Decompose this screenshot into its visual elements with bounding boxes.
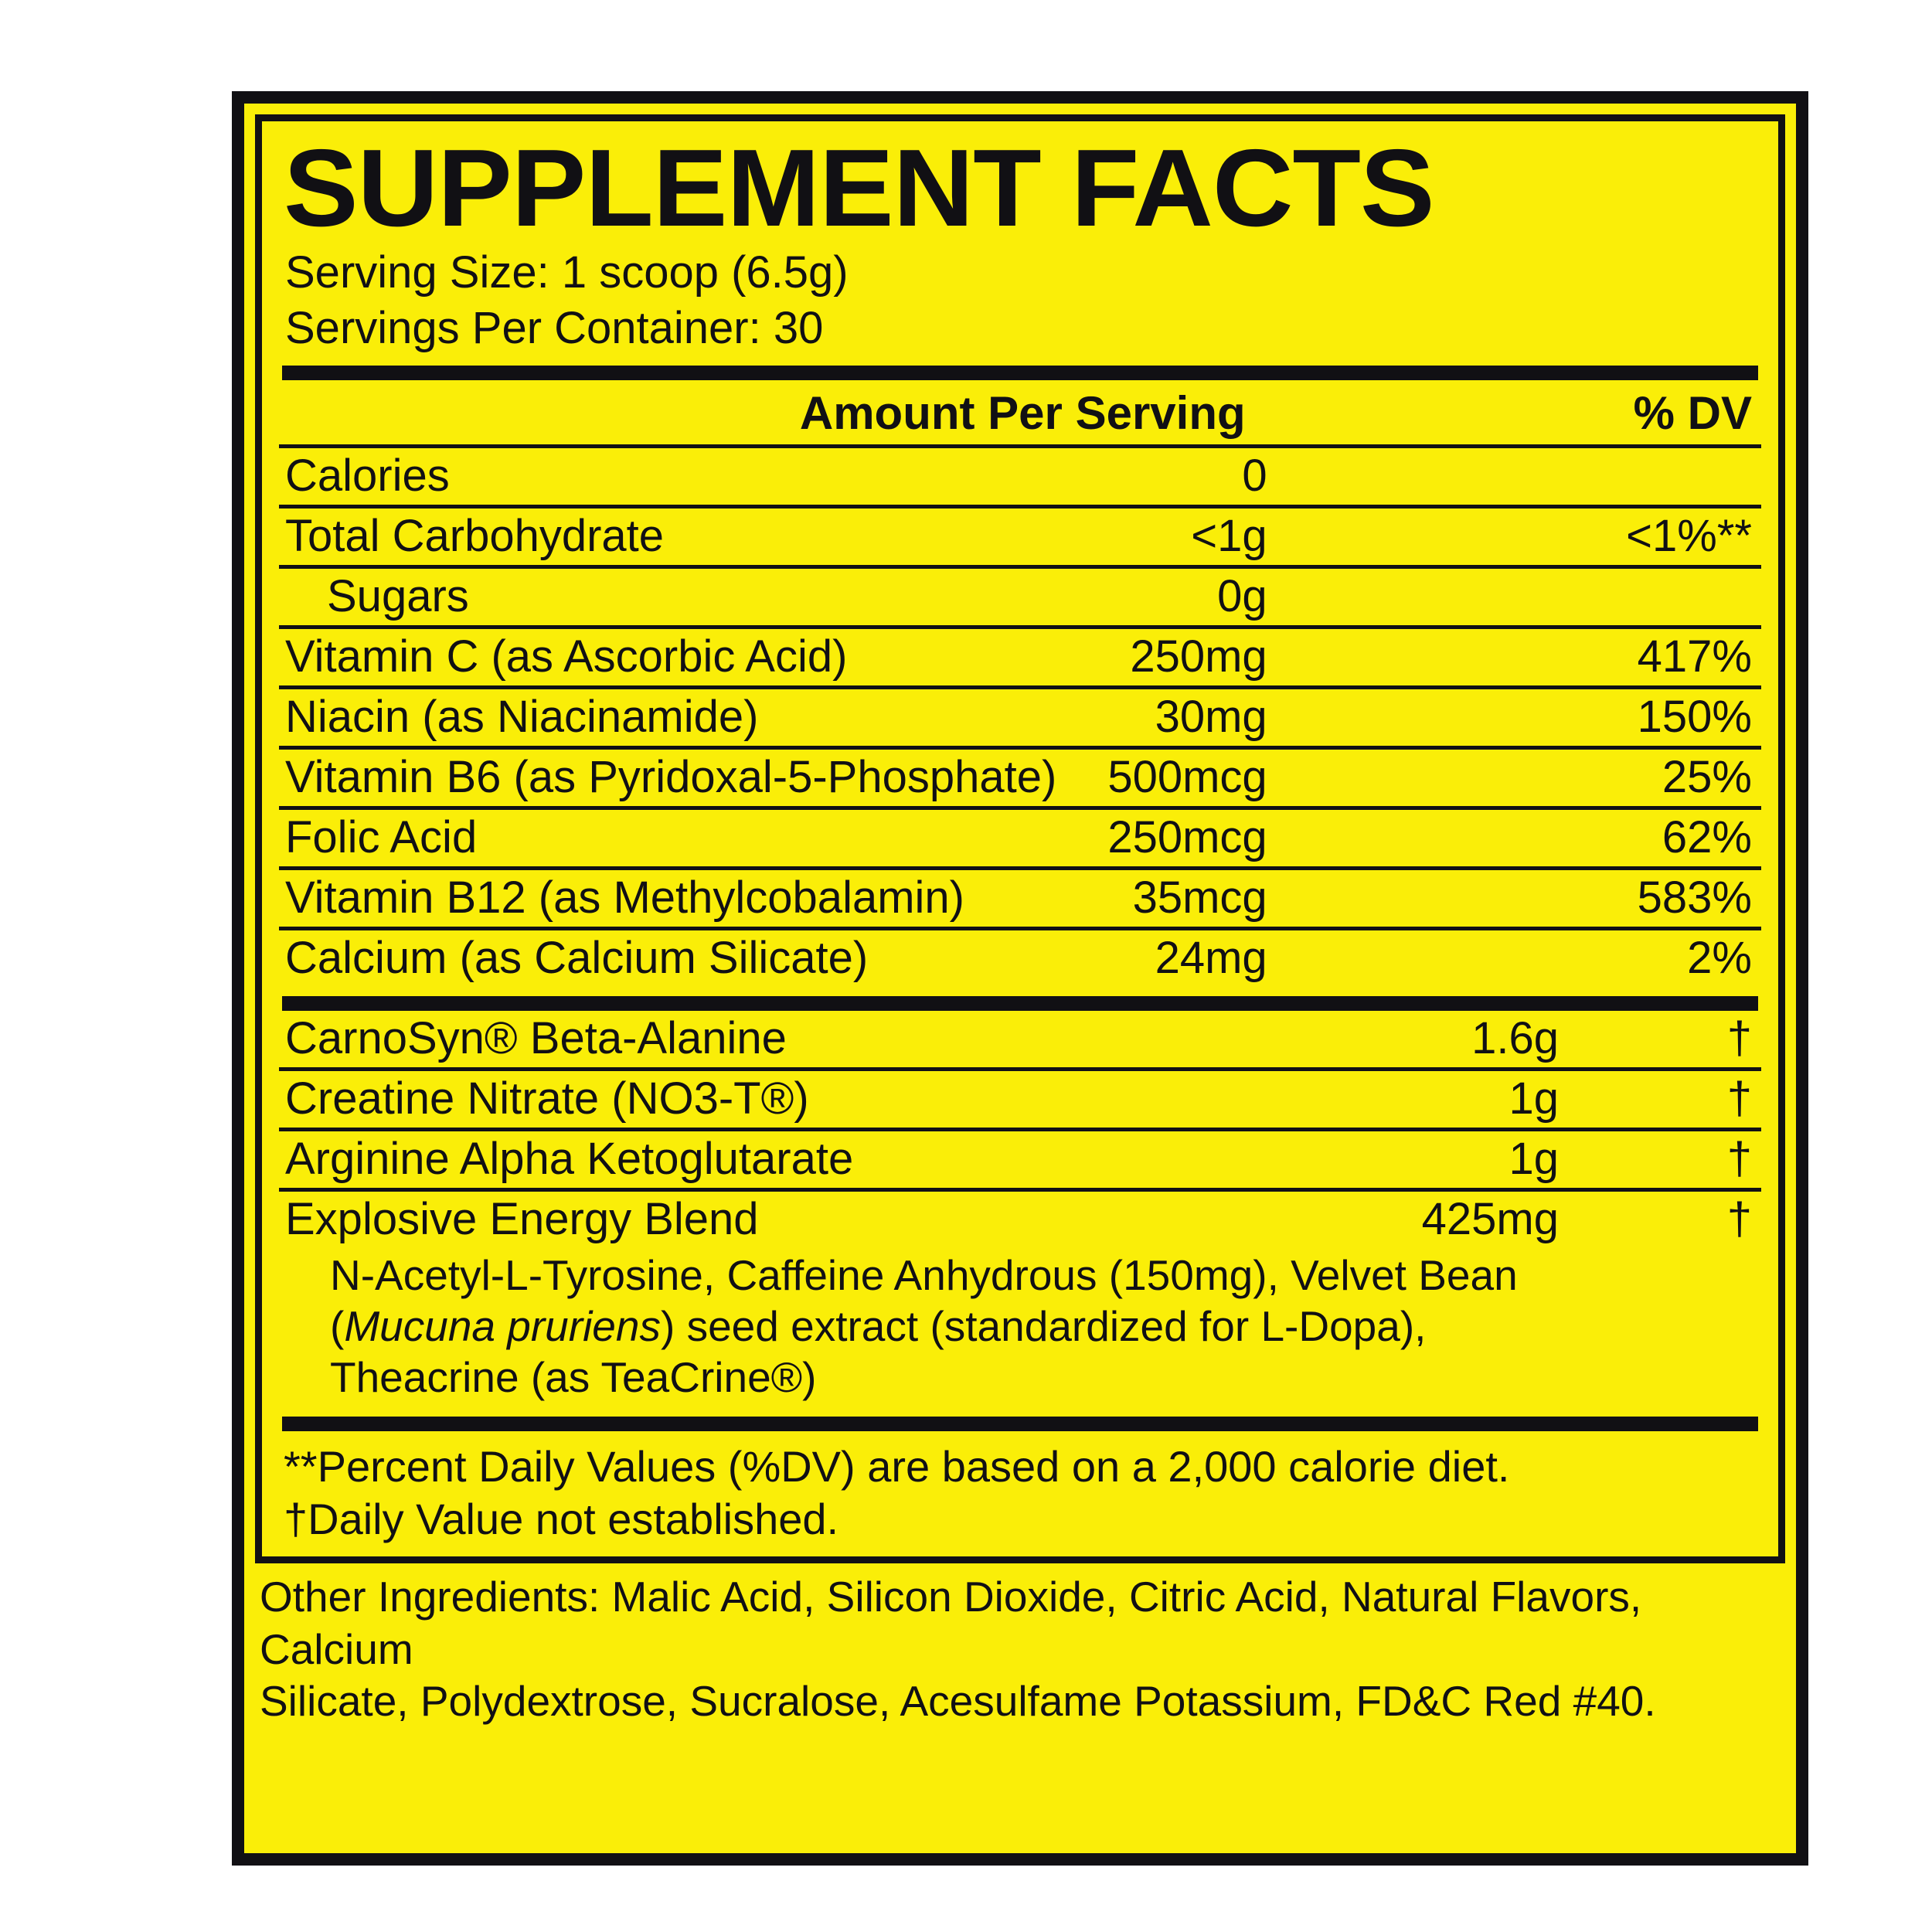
- nutrient-amount: 250mcg: [773, 808, 1267, 870]
- nutrient-dv: 417%: [1267, 627, 1761, 689]
- nutrient-dv: 25%: [1267, 747, 1761, 810]
- table-header-row: Amount Per Serving % DV: [279, 379, 1761, 448]
- table-row: Calories 0: [279, 446, 1761, 509]
- table-row: Folic Acid 250mcg 62%: [279, 808, 1761, 870]
- blend-row: Explosive Energy Blend 425mg †: [279, 1189, 1761, 1248]
- nutrient-name: Vitamin C (as Ascorbic Acid): [279, 627, 847, 689]
- footnote-daily-values: **Percent Daily Values (%DV) are based o…: [284, 1441, 1510, 1491]
- actives-table: CarnoSyn® Beta-Alanine 1.6g † Creatine N…: [279, 1010, 1761, 1248]
- nutrient-name: Sugars: [279, 566, 774, 629]
- table-row: Sugars 0g: [279, 566, 1761, 629]
- other-ingredients-line-2: Silicate, Polydextrose, Sucralose, Acesu…: [260, 1676, 1656, 1725]
- other-ingredients-block: Other Ingredients: Malic Acid, Silicon D…: [255, 1563, 1785, 1726]
- active-name: Creatine Nitrate (NO3-T®): [279, 1069, 1304, 1131]
- nutrient-dv: 150%: [1267, 687, 1761, 750]
- blend-line-1: N-Acetyl-L-Tyrosine, Caffeine Anhydrous …: [330, 1250, 1518, 1299]
- active-amount: 1.6g: [1304, 1010, 1559, 1071]
- nutrient-dv: 583%: [1267, 868, 1761, 930]
- column-header-name: [279, 379, 774, 448]
- nutrient-amount: 0g: [773, 566, 1267, 629]
- nutrient-amount: 500mcg: [773, 747, 1267, 810]
- table-row: Total Carbohydrate <1g <1%**: [279, 506, 1761, 569]
- nutrient-amount: <1g: [773, 506, 1267, 569]
- nutrient-amount: 0: [773, 446, 1267, 509]
- other-ingredients-line-1: Other Ingredients: Malic Acid, Silicon D…: [260, 1573, 1642, 1673]
- nutrition-table: Amount Per Serving % DV Calories 0 Total…: [279, 379, 1761, 987]
- table-row: Calcium (as Calcium Silicate) 24mg 2%: [279, 928, 1761, 987]
- table-row: CarnoSyn® Beta-Alanine 1.6g †: [279, 1010, 1761, 1071]
- nutrient-dv: 62%: [1267, 808, 1761, 870]
- column-header-amount: Amount Per Serving: [773, 379, 1267, 448]
- active-dv: †: [1559, 1010, 1761, 1071]
- blend-amount: 425mg: [1421, 1193, 1559, 1244]
- active-amount: 1g: [1304, 1069, 1559, 1131]
- supplement-facts-label: SUPPLEMENT FACTS Serving Size: 1 scoop (…: [232, 91, 1808, 1866]
- table-row: Creatine Nitrate (NO3-T®) 1g †: [279, 1069, 1761, 1131]
- table-row: Vitamin B12 (as Methylcobalamin) 35mcg 5…: [279, 868, 1761, 930]
- active-dv: †: [1559, 1129, 1761, 1192]
- active-amount: 1g: [1304, 1129, 1559, 1192]
- nutrient-name: Total Carbohydrate: [279, 506, 774, 569]
- nutrient-amount: 24mg: [1155, 932, 1267, 983]
- blend-ingredients-list: N-Acetyl-L-Tyrosine, Caffeine Anhydrous …: [279, 1248, 1761, 1407]
- blend-line-2-open: (: [330, 1301, 345, 1350]
- blend-line-3: Theacrine (as TeaCrine®): [330, 1352, 817, 1401]
- nutrient-name: Vitamin B6 (as Pyridoxal-5-Phosphate): [279, 747, 1056, 810]
- nutrient-dv: [1267, 446, 1761, 509]
- blend-name: Explosive Energy Blend: [285, 1193, 759, 1244]
- active-dv: †: [1559, 1069, 1761, 1131]
- blend-line-2-close: ) seed extract (standardized for L-Dopa)…: [660, 1301, 1427, 1350]
- column-header-dv: % DV: [1267, 379, 1761, 448]
- nutrient-amount: 250mg: [773, 627, 1267, 689]
- blend-latin-name: Mucuna pruriens: [344, 1301, 661, 1350]
- table-row: Arginine Alpha Ketoglutarate 1g †: [279, 1129, 1761, 1192]
- page-title: SUPPLEMENT FACTS: [284, 127, 1435, 250]
- table-row: Vitamin B6 (as Pyridoxal-5-Phosphate) 50…: [279, 747, 1761, 810]
- serving-size-text: Serving Size: 1 scoop (6.5g): [285, 247, 849, 298]
- nutrient-dv: 2%: [1687, 932, 1752, 983]
- blend-dv: †: [1726, 1193, 1752, 1244]
- footnote-dagger: †Daily Value not established.: [284, 1495, 839, 1544]
- servings-per-container-text: Servings Per Container: 30: [285, 302, 824, 353]
- active-name: Arginine Alpha Ketoglutarate: [279, 1129, 1304, 1192]
- divider-thick-actives: [282, 995, 1758, 1011]
- active-name: CarnoSyn® Beta-Alanine: [279, 1010, 1304, 1071]
- divider-thick-footnotes: [282, 1416, 1758, 1431]
- nutrient-amount: 35mcg: [773, 868, 1267, 930]
- table-row: Vitamin C (as Ascorbic Acid) 250mg 417%: [279, 627, 1761, 689]
- nutrient-amount: 30mg: [773, 687, 1267, 750]
- nutrient-dv: [1267, 566, 1761, 629]
- nutrient-name: Folic Acid: [279, 808, 774, 870]
- table-row: Niacin (as Niacinamide) 30mg 150%: [279, 687, 1761, 750]
- divider-thick-header: [282, 365, 1758, 380]
- nutrient-name: Calcium (as Calcium Silicate): [285, 932, 869, 983]
- nutrient-name: Vitamin B12 (as Methylcobalamin): [279, 868, 964, 930]
- nutrient-dv: <1%**: [1267, 506, 1761, 569]
- nutrient-name: Niacin (as Niacinamide): [279, 687, 774, 750]
- nutrient-name: Calories: [279, 446, 774, 509]
- supplement-facts-panel: SUPPLEMENT FACTS Serving Size: 1 scoop (…: [255, 114, 1785, 1564]
